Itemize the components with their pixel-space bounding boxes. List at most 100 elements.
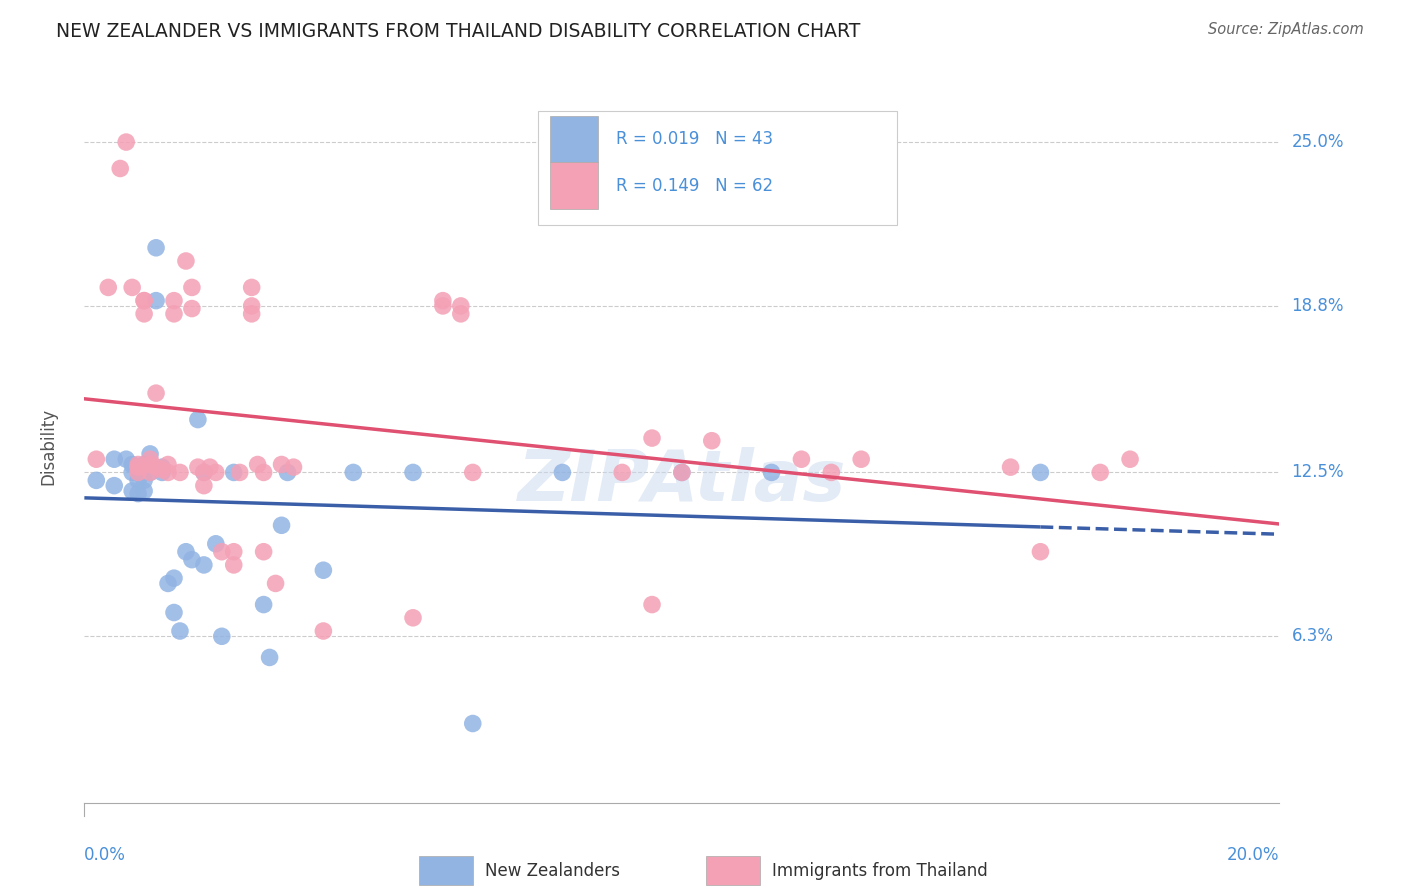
Text: NEW ZEALANDER VS IMMIGRANTS FROM THAILAND DISABILITY CORRELATION CHART: NEW ZEALANDER VS IMMIGRANTS FROM THAILAN…	[56, 22, 860, 41]
Point	[193, 558, 215, 572]
Point	[1029, 545, 1052, 559]
Point	[240, 307, 263, 321]
Point	[790, 452, 813, 467]
Point	[127, 466, 149, 480]
Point	[132, 307, 156, 321]
Point	[641, 598, 664, 612]
Point	[402, 466, 425, 480]
Point	[150, 466, 173, 480]
Point	[849, 452, 872, 467]
Text: Immigrants from Thailand: Immigrants from Thailand	[772, 862, 987, 880]
Point	[180, 301, 202, 316]
Point	[145, 241, 167, 255]
Point	[432, 299, 454, 313]
Text: R = 0.019   N = 43: R = 0.019 N = 43	[616, 130, 773, 148]
FancyBboxPatch shape	[538, 111, 897, 225]
Point	[139, 466, 162, 480]
Point	[211, 545, 233, 559]
Point	[180, 552, 202, 566]
Point	[145, 386, 167, 401]
Point	[150, 463, 173, 477]
Point	[163, 307, 186, 321]
Text: Source: ZipAtlas.com: Source: ZipAtlas.com	[1208, 22, 1364, 37]
Point	[222, 545, 245, 559]
Point	[193, 466, 215, 480]
Point	[157, 458, 180, 472]
Point	[450, 307, 472, 321]
Point	[86, 474, 108, 488]
Point	[103, 478, 125, 492]
Point	[1000, 460, 1022, 475]
Text: 0.0%: 0.0%	[84, 846, 127, 863]
Point	[461, 466, 484, 480]
Point	[180, 280, 202, 294]
Point	[270, 458, 292, 472]
Point	[205, 466, 228, 480]
Point	[1029, 466, 1052, 480]
Point	[157, 576, 180, 591]
Point	[259, 650, 281, 665]
Point	[761, 466, 783, 480]
Point	[139, 452, 162, 467]
Point	[253, 545, 276, 559]
Point	[163, 293, 186, 308]
Point	[270, 518, 292, 533]
Point	[139, 466, 162, 480]
Point	[127, 460, 149, 475]
Point	[240, 280, 263, 294]
Point	[312, 563, 335, 577]
Point	[276, 466, 298, 480]
Point	[641, 431, 664, 445]
Point	[253, 598, 276, 612]
Point	[283, 460, 305, 475]
Point	[139, 458, 162, 472]
Point	[86, 452, 108, 467]
Point	[610, 466, 633, 480]
Point	[163, 606, 186, 620]
Point	[127, 474, 149, 488]
FancyBboxPatch shape	[706, 856, 759, 885]
Point	[97, 280, 120, 294]
Point	[132, 466, 156, 480]
Text: 20.0%: 20.0%	[1227, 846, 1279, 863]
Point	[127, 458, 149, 472]
Point	[671, 466, 693, 480]
Point	[240, 299, 263, 313]
Point	[121, 280, 143, 294]
Point	[551, 466, 574, 480]
FancyBboxPatch shape	[419, 856, 472, 885]
Point	[157, 466, 180, 480]
Text: ZIPAtlas: ZIPAtlas	[517, 447, 846, 516]
Point	[169, 466, 191, 480]
Text: R = 0.149   N = 62: R = 0.149 N = 62	[616, 177, 773, 194]
Point	[115, 452, 138, 467]
Point	[132, 293, 156, 308]
Point	[145, 460, 167, 475]
Point	[121, 466, 143, 480]
Point	[115, 135, 138, 149]
Text: 25.0%: 25.0%	[1291, 133, 1344, 151]
Point	[103, 452, 125, 467]
Point	[187, 460, 209, 475]
Text: 12.5%: 12.5%	[1291, 464, 1344, 482]
Point	[132, 474, 156, 488]
Text: Disability: Disability	[39, 408, 58, 484]
Point	[1119, 452, 1142, 467]
Point	[174, 545, 197, 559]
Point	[246, 458, 269, 472]
Point	[1088, 466, 1111, 480]
Point	[222, 558, 245, 572]
Point	[139, 447, 162, 461]
Point	[145, 293, 167, 308]
FancyBboxPatch shape	[550, 116, 599, 162]
Point	[132, 293, 156, 308]
Point	[121, 458, 143, 472]
Point	[193, 478, 215, 492]
Point	[193, 466, 215, 480]
Point	[402, 611, 425, 625]
Point	[169, 624, 191, 638]
Point	[198, 460, 221, 475]
Point	[700, 434, 723, 448]
Point	[671, 466, 693, 480]
Point	[253, 466, 276, 480]
